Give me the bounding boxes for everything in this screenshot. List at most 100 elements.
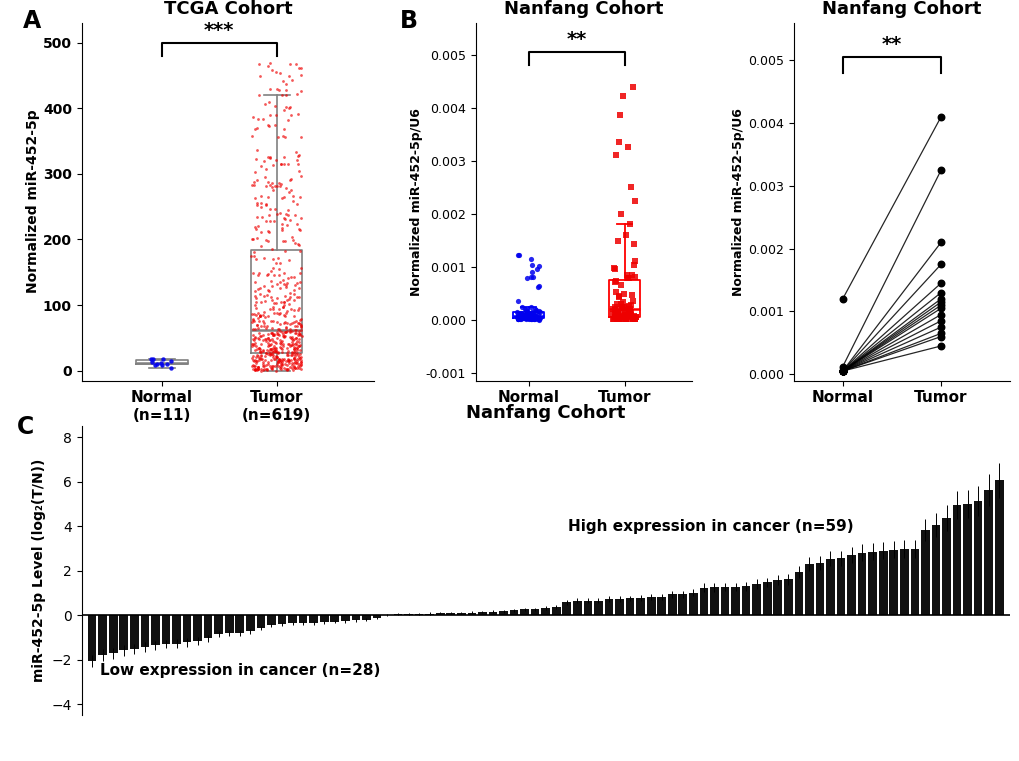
Point bbox=[932, 287, 949, 299]
Point bbox=[264, 361, 280, 374]
Point bbox=[267, 360, 283, 372]
Point bbox=[268, 208, 284, 220]
Point bbox=[512, 309, 528, 321]
Point bbox=[250, 113, 266, 125]
Point bbox=[620, 141, 636, 153]
Point bbox=[289, 107, 306, 119]
Point bbox=[288, 339, 305, 351]
Point bbox=[277, 321, 293, 333]
Point bbox=[287, 145, 304, 158]
Point bbox=[271, 334, 287, 346]
Point bbox=[932, 258, 949, 270]
Point bbox=[251, 355, 267, 367]
Point bbox=[266, 343, 282, 355]
Point bbox=[607, 298, 624, 310]
Point bbox=[260, 284, 276, 296]
Point bbox=[264, 362, 280, 374]
Point bbox=[252, 346, 268, 358]
Point bbox=[259, 344, 275, 356]
Point bbox=[246, 333, 262, 345]
Point bbox=[607, 275, 624, 288]
Point bbox=[513, 313, 529, 325]
Point bbox=[246, 360, 262, 372]
Point bbox=[260, 333, 276, 345]
Point bbox=[275, 309, 291, 321]
Point bbox=[619, 310, 635, 323]
Point bbox=[260, 339, 276, 351]
Point bbox=[269, 326, 285, 338]
Point bbox=[247, 332, 263, 344]
Point bbox=[275, 301, 291, 314]
Point bbox=[283, 359, 300, 371]
Point bbox=[286, 362, 303, 374]
Point bbox=[253, 353, 269, 365]
Point bbox=[281, 340, 298, 352]
Point bbox=[244, 130, 260, 142]
Bar bbox=[762, 582, 770, 615]
Point bbox=[262, 84, 278, 96]
Point bbox=[518, 310, 534, 323]
Bar bbox=[541, 608, 549, 615]
Point bbox=[269, 252, 285, 264]
Point bbox=[274, 326, 290, 339]
Point bbox=[279, 353, 296, 365]
Bar bbox=[372, 615, 381, 618]
Point bbox=[255, 314, 271, 326]
Point bbox=[608, 314, 625, 326]
Point bbox=[280, 203, 297, 215]
Point bbox=[288, 342, 305, 355]
Point bbox=[253, 201, 269, 213]
Point bbox=[145, 352, 161, 365]
Point bbox=[271, 180, 287, 192]
Point bbox=[285, 341, 302, 353]
Point bbox=[255, 334, 271, 346]
Point bbox=[246, 355, 262, 367]
Point bbox=[291, 191, 308, 203]
Point bbox=[264, 326, 280, 339]
Point bbox=[248, 357, 264, 369]
Bar bbox=[404, 614, 413, 615]
Point bbox=[258, 363, 274, 375]
Point bbox=[516, 310, 532, 323]
Bar bbox=[257, 615, 265, 628]
Point bbox=[286, 342, 303, 354]
Point bbox=[286, 209, 303, 221]
Point bbox=[272, 295, 288, 307]
Point bbox=[610, 313, 627, 325]
Point bbox=[272, 282, 288, 295]
Point bbox=[253, 190, 269, 202]
Point bbox=[261, 348, 277, 360]
Bar bbox=[109, 615, 117, 653]
Point bbox=[268, 350, 284, 362]
Bar bbox=[772, 581, 782, 615]
Point bbox=[522, 253, 538, 266]
Point bbox=[248, 253, 264, 265]
Point bbox=[272, 358, 288, 370]
Point bbox=[281, 174, 298, 186]
Point bbox=[281, 361, 298, 373]
Point bbox=[283, 173, 300, 185]
Point bbox=[246, 250, 262, 262]
Point bbox=[508, 307, 525, 319]
Point bbox=[252, 282, 268, 294]
Point bbox=[272, 67, 288, 79]
Point bbox=[252, 240, 268, 252]
Point bbox=[253, 197, 269, 209]
Point bbox=[621, 272, 637, 284]
Point bbox=[268, 344, 284, 356]
Point bbox=[624, 81, 640, 94]
Bar bbox=[457, 613, 466, 615]
Point bbox=[290, 165, 307, 177]
Point bbox=[932, 302, 949, 314]
Point bbox=[281, 317, 298, 330]
Point bbox=[527, 310, 543, 323]
Point bbox=[245, 359, 261, 371]
Point bbox=[285, 353, 302, 365]
Point bbox=[516, 311, 532, 323]
Point bbox=[266, 353, 282, 365]
Point bbox=[272, 361, 288, 374]
Point bbox=[281, 58, 298, 70]
Point bbox=[290, 353, 307, 365]
Point bbox=[283, 349, 300, 361]
Point bbox=[250, 282, 266, 295]
